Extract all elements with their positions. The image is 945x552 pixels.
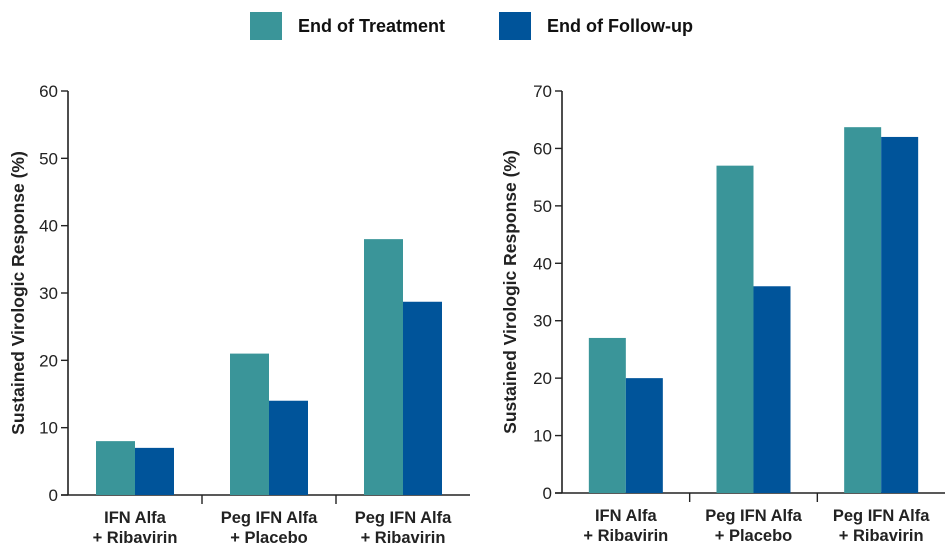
chart2-y-tick-label: 60 [533, 139, 552, 158]
chart1-category-label: + Ribavirin [93, 529, 178, 547]
legend-swatch-end-of-treatment [250, 12, 282, 40]
chart2-category-label: Peg IFN Alfa [705, 507, 802, 525]
chart1-y-tick-label: 20 [39, 351, 58, 370]
chart2-bar-end-of-follow-up [881, 136, 919, 493]
chart1-y-tick-label: 0 [49, 486, 58, 505]
chart1-bar-end-of-follow-up [269, 400, 308, 495]
chart2-y-tick-label: 10 [533, 427, 552, 446]
chart1-bar-end-of-follow-up [403, 301, 442, 495]
chart1-bar-end-of-treatment [96, 441, 135, 495]
chart2-y-tick-label: 30 [533, 312, 552, 331]
chart2-category-label: IFN Alfa [595, 507, 658, 525]
legend-item-end-of-treatment: End of Treatment [250, 12, 445, 40]
chart2-bar-end-of-follow-up [753, 286, 791, 493]
chart1-category-label: Peg IFN Alfa [221, 509, 318, 527]
chart1-category-label: Peg IFN Alfa [355, 509, 452, 527]
chart2-bar-end-of-treatment [588, 337, 626, 493]
chart2-bar-end-of-follow-up [625, 378, 663, 493]
chart2-y-axis-label: Sustained Virologic Response (%) [500, 150, 520, 434]
chart2-category-label: Peg IFN Alfa [833, 507, 930, 525]
chart-legend: End of Treatment End of Follow-up [0, 10, 945, 42]
chart1-y-tick-label: 10 [39, 419, 58, 438]
chart2-bar-end-of-treatment [844, 127, 882, 494]
chart1-y-tick-label: 60 [39, 82, 58, 101]
chart2-y-tick-label: 20 [533, 369, 552, 388]
chart1-y-tick-label: 40 [39, 217, 58, 236]
chart2-y-tick-label: 70 [533, 82, 552, 101]
chart1-bar-end-of-treatment [230, 353, 269, 495]
chart2-bar-end-of-treatment [716, 165, 754, 493]
chart1-category-label: + Ribavirin [361, 529, 446, 547]
chart2-category-label: + Placebo [715, 527, 793, 545]
chart1-y-axis-label: Sustained Virologic Response (%) [8, 151, 28, 435]
chart1-y-tick-label: 30 [39, 284, 58, 303]
chart1-category-label: + Placebo [230, 529, 308, 547]
chart1-bar-end-of-follow-up [135, 447, 174, 495]
legend-label-end-of-follow-up: End of Follow-up [547, 15, 693, 36]
legend-swatch-end-of-follow-up [499, 12, 531, 40]
chart2-y-tick-label: 40 [533, 254, 552, 273]
chart2-category-label: + Ribavirin [839, 527, 924, 545]
chart1-category-label: IFN Alfa [104, 509, 167, 527]
legend-item-end-of-follow-up: End of Follow-up [499, 12, 693, 40]
chart2-category-label: + Ribavirin [583, 527, 668, 545]
chart2-y-tick-label: 50 [533, 197, 552, 216]
legend-label-end-of-treatment: End of Treatment [298, 15, 446, 36]
chart2-y-tick-label: 0 [543, 484, 552, 503]
chart1-bar-end-of-treatment [364, 239, 403, 495]
chart1-y-tick-label: 50 [39, 149, 58, 168]
